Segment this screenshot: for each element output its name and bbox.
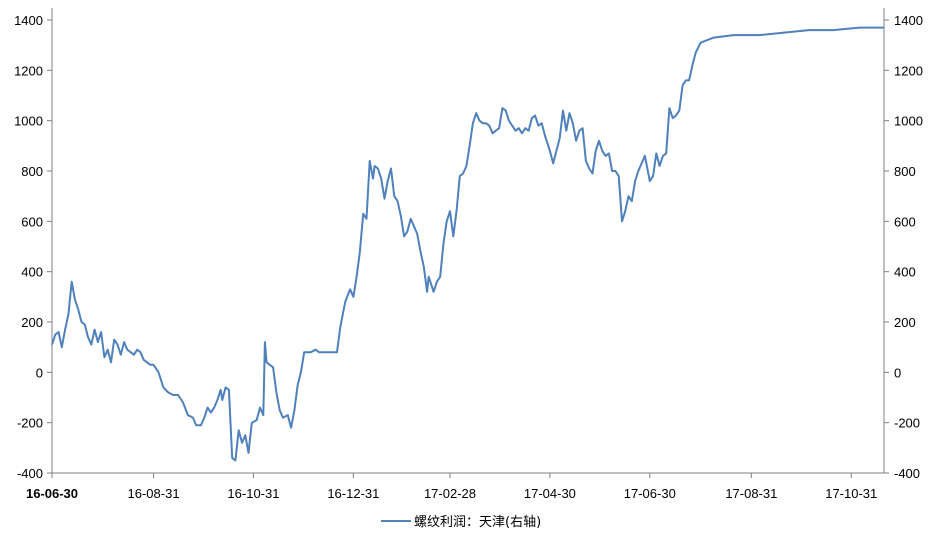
right-y-tick-label: 1200 bbox=[894, 63, 923, 78]
series-line bbox=[51, 26, 884, 462]
left-y-tick-label: 200 bbox=[21, 315, 43, 330]
right-y-tick-label: 1000 bbox=[894, 114, 923, 129]
left-y-tick-label: 400 bbox=[21, 265, 43, 280]
right-y-tick-label: 600 bbox=[894, 214, 916, 229]
left-y-tick-label: -200 bbox=[17, 416, 43, 431]
right-y-tick-label: 0 bbox=[894, 365, 901, 380]
right-y-tick-label: 400 bbox=[894, 265, 916, 280]
x-tick-label: 17-06-30 bbox=[624, 486, 676, 501]
right-y-tick-label: -400 bbox=[894, 466, 920, 481]
left-y-tick-label: 1400 bbox=[14, 13, 43, 28]
right-y-tick-label: 1400 bbox=[894, 13, 923, 28]
right-y-axis: -400 -200 0 200 400 600 800 1000 1200 1400 bbox=[883, 8, 923, 481]
right-y-tick-label: 800 bbox=[894, 164, 916, 179]
left-y-tick-label: 600 bbox=[21, 214, 43, 229]
x-axis: 16-06-30 16-08-31 16-10-31 16-12-31 17-02-28… bbox=[26, 472, 884, 501]
legend: 螺纹利润：天津(右轴) bbox=[381, 515, 541, 530]
series-layer bbox=[51, 26, 884, 462]
left-y-tick-label: -400 bbox=[17, 466, 43, 481]
x-tick-label: 16-12-31 bbox=[327, 486, 379, 501]
left-y-tick-label: 1200 bbox=[14, 63, 43, 78]
x-tick-label: 17-08-31 bbox=[725, 486, 777, 501]
left-y-tick-label: 800 bbox=[21, 164, 43, 179]
left-y-tick-label: 1000 bbox=[14, 114, 43, 129]
right-y-tick-label: -200 bbox=[894, 416, 920, 431]
x-tick-label: 16-08-31 bbox=[128, 486, 180, 501]
left-y-tick-label: 0 bbox=[36, 365, 43, 380]
left-y-axis: -400 -200 0 200 400 600 800 1000 1200 1400 bbox=[14, 8, 53, 481]
x-tick-label: 17-02-28 bbox=[424, 486, 476, 501]
x-tick-label: 16-10-31 bbox=[227, 486, 279, 501]
right-y-tick-label: 200 bbox=[894, 315, 916, 330]
x-tick-label: 17-10-31 bbox=[825, 486, 877, 501]
legend-label: 螺纹利润：天津(右轴) bbox=[414, 515, 541, 530]
x-tick-label: 16-06-30 bbox=[26, 486, 78, 501]
x-tick-label: 17-04-30 bbox=[524, 486, 576, 501]
